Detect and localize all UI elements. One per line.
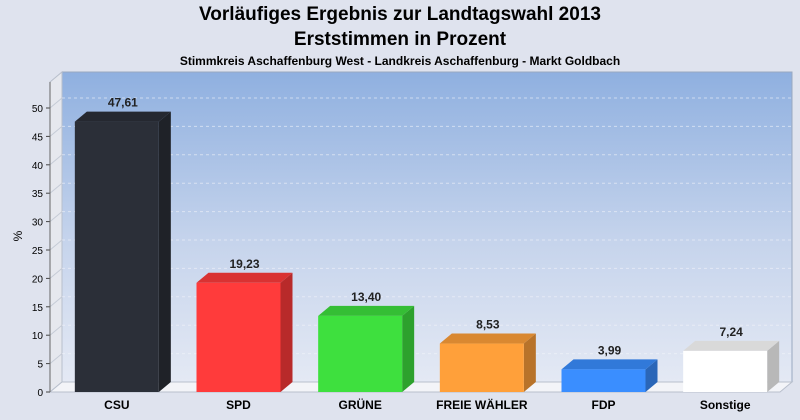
- plot-side-wall: [49, 70, 63, 394]
- y-tick-label: 5: [37, 360, 43, 371]
- bar-value-label: 7,24: [719, 325, 743, 339]
- bar-top: [439, 333, 536, 344]
- gridline-side: [49, 182, 63, 194]
- y-tick-label: 25: [32, 246, 44, 257]
- bar-top: [74, 111, 171, 122]
- bar-sonstige: [683, 340, 780, 392]
- x-tick-label: GRÜNE: [338, 397, 381, 412]
- gridline-side: [49, 97, 63, 109]
- gridline-side: [49, 353, 63, 364]
- plot-background: [61, 71, 793, 383]
- bar: [74, 121, 159, 393]
- y-tick-label: 20: [32, 274, 44, 285]
- bar-top: [196, 272, 293, 283]
- bar-top: [683, 340, 780, 351]
- bar: [318, 315, 403, 392]
- gridline-side: [49, 211, 63, 222]
- y-tick-label: 10: [32, 331, 44, 342]
- x-tick-label: FREIE WÄHLER: [436, 397, 528, 412]
- bar: [561, 369, 646, 392]
- x-tick-label: CSU: [104, 398, 129, 412]
- bar-top: [561, 359, 658, 370]
- y-tick-label: 40: [32, 161, 44, 172]
- x-tick-label: FDP: [592, 398, 616, 412]
- y-tick-label: 50: [32, 104, 44, 115]
- x-tick-label: SPD: [226, 398, 251, 412]
- bar: [683, 350, 768, 392]
- y-axis-label: %: [11, 230, 25, 241]
- bar-top: [318, 305, 415, 316]
- bar-side: [645, 359, 658, 392]
- chart-subtitle: Erststimmen in Prozent: [293, 29, 507, 50]
- bar-side: [402, 305, 415, 392]
- bar-freie-wähler: [439, 333, 536, 392]
- bar-side: [523, 333, 536, 392]
- bar: [196, 282, 281, 392]
- y-tick-label: 0: [37, 388, 43, 399]
- bar-side: [158, 111, 171, 393]
- chart-region-subtitle: Stimmkreis Aschaffenburg West - Landkrei…: [179, 54, 621, 68]
- bar-spd: [196, 272, 293, 392]
- gridline-side: [49, 154, 63, 166]
- gridline-side: [49, 126, 63, 137]
- bar-side: [767, 340, 780, 392]
- gridline-side: [49, 296, 63, 308]
- bar-value-label: 19,23: [229, 257, 259, 271]
- bar-side: [280, 272, 293, 392]
- y-tick-label: 45: [32, 132, 44, 143]
- x-tick-label: Sonstige: [700, 398, 751, 412]
- bar-value-label: 3,99: [598, 343, 622, 357]
- gridline-side: [49, 268, 63, 279]
- gridline-side: [49, 239, 63, 251]
- bar-value-label: 8,53: [476, 318, 500, 332]
- bar-value-label: 47,61: [108, 96, 138, 110]
- bar-grüne: [318, 305, 415, 392]
- chart-title: Vorläufiges Ergebnis zur Landtagswahl 20…: [199, 4, 601, 25]
- bar-fdp: [561, 359, 658, 392]
- y-tick-label: 15: [32, 303, 44, 314]
- y-tick-label: 35: [32, 189, 44, 200]
- y-tick-label: 30: [32, 218, 44, 229]
- gridline-side: [49, 324, 63, 336]
- bar-value-label: 13,40: [351, 290, 381, 304]
- bar-csu: [74, 111, 171, 393]
- bar: [439, 343, 524, 392]
